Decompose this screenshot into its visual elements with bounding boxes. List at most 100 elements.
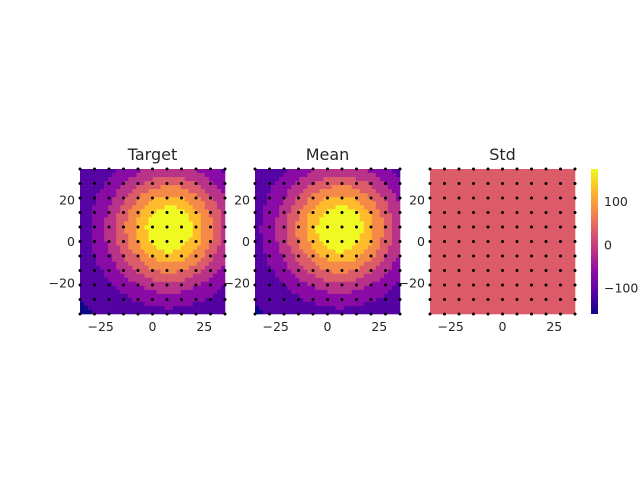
heatmap-cell — [446, 289, 451, 295]
heatmap-cell — [152, 253, 157, 258]
heatmap-cell — [562, 169, 568, 174]
heatmap-cell — [188, 285, 194, 291]
sample-point — [515, 298, 519, 301]
sample-point — [472, 182, 475, 185]
heatmap-cell — [200, 225, 206, 230]
heatmap-cell — [462, 217, 467, 222]
sample-point — [209, 196, 212, 200]
sample-point — [180, 298, 183, 301]
heatmap-cell — [446, 265, 451, 270]
heatmap-cell — [327, 301, 332, 307]
sample-point — [398, 312, 402, 316]
heatmap-cell — [104, 253, 109, 258]
heatmap-cell — [347, 277, 352, 283]
heatmap-cell — [279, 241, 284, 246]
heatmap-cell — [387, 237, 393, 242]
heatmap-cell — [88, 221, 93, 226]
heatmap-cell — [291, 261, 296, 266]
heatmap-cell — [430, 305, 435, 311]
sample-point — [223, 283, 227, 287]
sample-point — [180, 240, 183, 243]
heatmap-cell — [188, 201, 194, 206]
heatmap-cell — [343, 265, 348, 270]
heatmap-cell — [200, 269, 206, 275]
heatmap-cell — [104, 169, 109, 174]
heatmap-cell — [391, 205, 397, 210]
heatmap-cell — [323, 261, 328, 266]
heatmap-cell — [327, 245, 332, 250]
heatmap-cell — [434, 193, 439, 198]
heatmap-cell — [283, 209, 288, 214]
heatmap-cell — [92, 305, 97, 311]
sample-point — [428, 182, 432, 185]
heatmap-cell — [546, 221, 552, 226]
heatmap-cell — [315, 305, 320, 311]
heatmap-cell — [204, 205, 210, 210]
heatmap-cell — [351, 241, 356, 246]
heatmap-cell — [558, 237, 564, 242]
heatmap-cell — [160, 237, 165, 242]
heatmap-cell — [478, 261, 483, 266]
sample-point — [501, 298, 504, 301]
heatmap-cell — [387, 257, 393, 262]
heatmap-cell — [208, 261, 214, 266]
heatmap-cell — [430, 193, 435, 198]
heatmap-cell — [335, 273, 340, 279]
heatmap-cell — [458, 201, 463, 206]
heatmap-cell — [315, 173, 320, 178]
heatmap-cell — [446, 193, 451, 198]
heatmap-cell — [474, 265, 479, 270]
heatmap-cell — [212, 301, 218, 307]
sample-point — [107, 269, 111, 272]
heatmap-cell — [498, 281, 503, 287]
heatmap-cell — [355, 293, 361, 299]
heatmap-cell — [80, 193, 85, 198]
heatmap-cell — [212, 273, 218, 279]
heatmap-cell — [554, 273, 560, 279]
heatmap-cell — [140, 305, 145, 311]
heatmap-cell — [112, 309, 117, 315]
heatmap-cell — [132, 249, 137, 254]
heatmap-cell — [363, 213, 369, 218]
heatmap-cell — [339, 173, 344, 178]
heatmap-cell — [200, 265, 206, 270]
heatmap-cell — [259, 277, 264, 283]
heatmap-cell — [160, 177, 165, 182]
heatmap-cell — [152, 297, 157, 303]
heatmap-cell — [347, 245, 352, 250]
heatmap-cell — [554, 241, 560, 246]
heatmap-cell — [502, 221, 507, 226]
heatmap-cell — [212, 217, 218, 222]
heatmap-cell — [108, 305, 113, 311]
heatmap-cell — [482, 301, 487, 307]
heatmap-cell — [208, 217, 214, 222]
heatmap-cell — [160, 289, 165, 295]
heatmap-cell — [478, 237, 483, 242]
heatmap-cell — [156, 189, 161, 194]
heatmap-cell — [108, 289, 113, 295]
heatmap-cell — [566, 173, 572, 178]
heatmap-cell — [283, 185, 288, 190]
heatmap-cell — [307, 309, 312, 315]
heatmap-cell — [363, 285, 369, 291]
heatmap-cell — [299, 169, 304, 174]
heatmap-cell — [566, 225, 572, 230]
heatmap-cell — [188, 241, 194, 246]
heatmap-cell — [367, 257, 373, 262]
heatmap-cell — [307, 197, 312, 202]
heatmap-cell — [104, 249, 109, 254]
heatmap-cell — [120, 309, 125, 315]
heatmap-cell — [144, 285, 149, 291]
heatmap-cell — [291, 297, 296, 303]
heatmap-cell — [188, 301, 194, 307]
heatmap-cell — [112, 197, 117, 202]
heatmap-cell — [96, 173, 101, 178]
heatmap-cell — [283, 305, 288, 311]
heatmap-cell — [188, 169, 194, 174]
heatmap-cell — [208, 249, 214, 254]
heatmap-cell — [319, 305, 324, 311]
heatmap-cell — [84, 301, 89, 307]
heatmap-cell — [462, 249, 467, 254]
heatmap-cell — [482, 285, 487, 291]
heatmap-cell — [550, 297, 556, 303]
